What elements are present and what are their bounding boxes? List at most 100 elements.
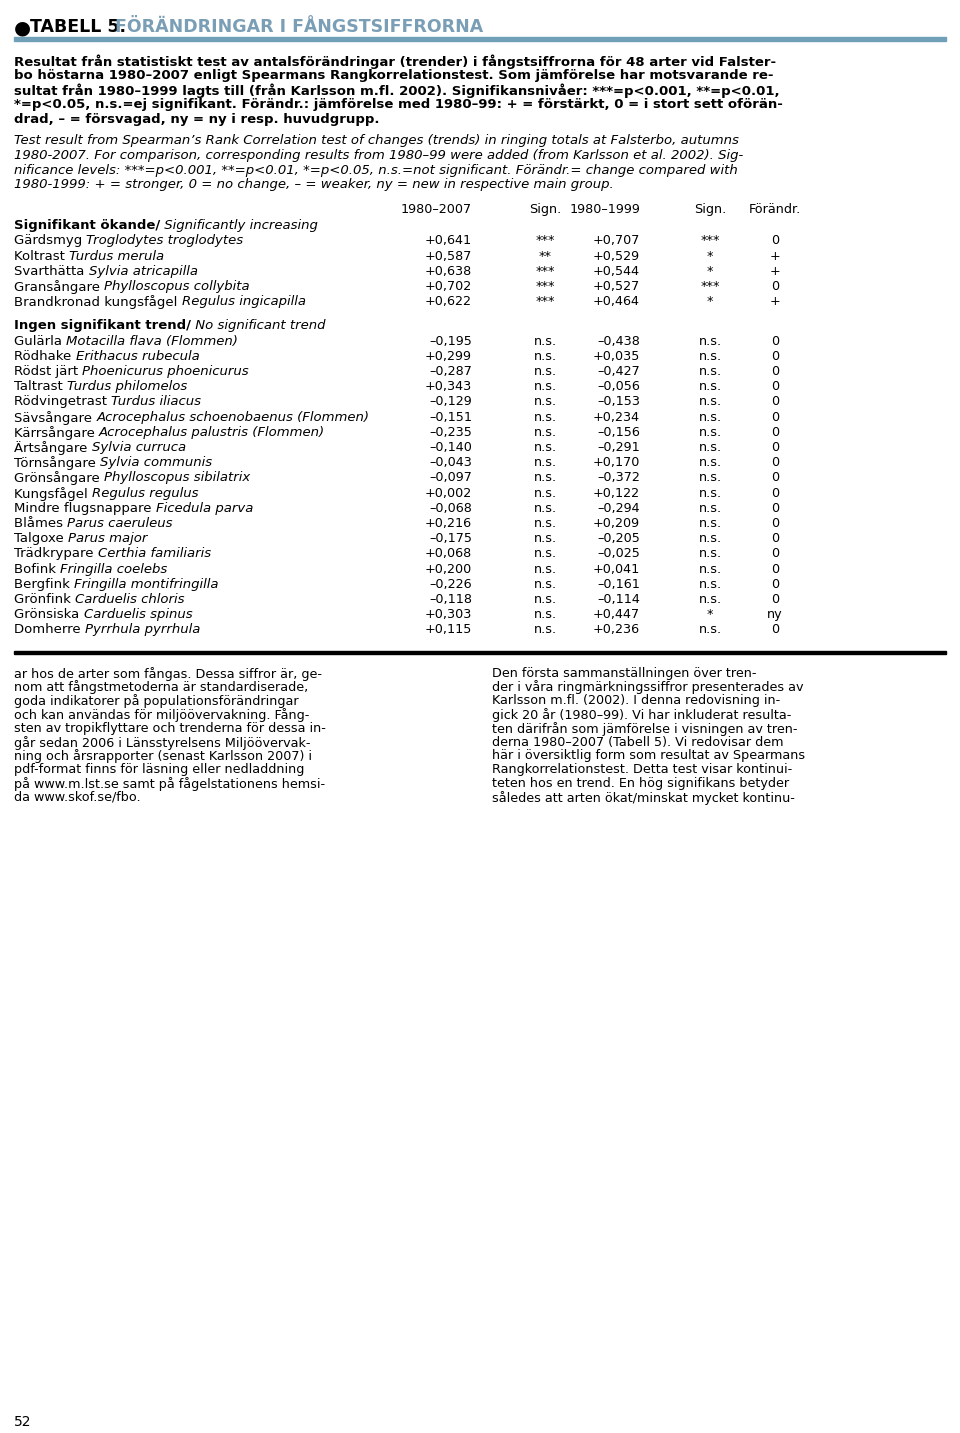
Text: –0,175: –0,175 [429, 532, 472, 545]
Text: n.s.: n.s. [699, 517, 722, 530]
Text: Bergfink: Bergfink [14, 577, 74, 590]
Text: +0,343: +0,343 [424, 380, 472, 393]
Text: –0,043: –0,043 [429, 456, 472, 469]
Text: –0,140: –0,140 [429, 441, 472, 454]
Text: n.s.: n.s. [699, 334, 722, 348]
Text: Turdus philomelos: Turdus philomelos [67, 380, 187, 393]
Text: +0,702: +0,702 [424, 279, 472, 292]
Text: drad, – = försvagad, ny = ny i resp. huvudgrupp.: drad, – = försvagad, ny = ny i resp. huv… [14, 113, 379, 126]
Text: Ärtsångare: Ärtsångare [14, 441, 91, 454]
Text: +0,035: +0,035 [592, 350, 640, 363]
Text: n.s.: n.s. [699, 365, 722, 378]
Text: Blåmes: Blåmes [14, 517, 67, 530]
Text: 0: 0 [771, 396, 780, 408]
Text: n.s.: n.s. [534, 334, 557, 348]
Text: n.s.: n.s. [534, 532, 557, 545]
Text: ***: *** [700, 279, 720, 292]
Text: Kungsfågel: Kungsfågel [14, 487, 92, 500]
Text: Phylloscopus collybita: Phylloscopus collybita [105, 279, 250, 292]
Text: Regulus regulus: Regulus regulus [92, 487, 199, 500]
Text: *: * [707, 249, 713, 262]
Text: +0,587: +0,587 [424, 249, 472, 262]
Text: 0: 0 [771, 235, 780, 248]
Text: 0: 0 [771, 532, 780, 545]
Text: 0: 0 [771, 279, 780, 292]
Text: pdf-format finns för läsning eller nedladdning: pdf-format finns för läsning eller nedla… [14, 764, 304, 777]
Text: nom att fångstmetoderna är standardiserade,: nom att fångstmetoderna är standardisera… [14, 681, 308, 695]
Text: n.s.: n.s. [699, 426, 722, 438]
Text: n.s.: n.s. [534, 547, 557, 560]
Text: således att arten ökat/minskat mycket kontinu-: således att arten ökat/minskat mycket ko… [492, 791, 795, 805]
Text: Fringilla coelebs: Fringilla coelebs [60, 563, 167, 576]
Text: n.s.: n.s. [699, 411, 722, 424]
Text: n.s.: n.s. [699, 593, 722, 606]
Text: n.s.: n.s. [534, 593, 557, 606]
Text: +0,464: +0,464 [593, 295, 640, 308]
Bar [14, 651, 946, 653]
Text: n.s.: n.s. [534, 411, 557, 424]
Text: –0,025: –0,025 [597, 547, 640, 560]
Text: –0,427: –0,427 [597, 365, 640, 378]
Text: 0: 0 [771, 623, 780, 636]
Text: 0: 0 [771, 441, 780, 454]
Text: Signifikant ökande/: Signifikant ökande/ [14, 219, 160, 232]
Text: n.s.: n.s. [534, 471, 557, 484]
Text: 0: 0 [771, 350, 780, 363]
Text: n.s.: n.s. [699, 441, 722, 454]
Text: +0,544: +0,544 [593, 265, 640, 278]
Text: *: * [707, 295, 713, 308]
Text: 1980-1999: + = stronger, 0 = no change, – = weaker, ny = new in respective main : 1980-1999: + = stronger, 0 = no change, … [14, 178, 613, 192]
Text: 1980–1999: 1980–1999 [569, 203, 640, 216]
Text: –0,161: –0,161 [597, 577, 640, 590]
Text: Rödhake: Rödhake [14, 350, 76, 363]
Text: Ingen signifikant trend/: Ingen signifikant trend/ [14, 320, 191, 332]
Text: derna 1980–2007 (Tabell 5). Vi redovisar dem: derna 1980–2007 (Tabell 5). Vi redovisar… [492, 735, 783, 748]
Text: sultat från 1980–1999 lagts till (från Karlsson m.fl. 2002). Signifikansnivåer: : sultat från 1980–1999 lagts till (från K… [14, 83, 780, 99]
Text: går sedan 2006 i Länsstyrelsens Miljöövervak-: går sedan 2006 i Länsstyrelsens Miljööve… [14, 735, 310, 749]
Text: +0,115: +0,115 [424, 623, 472, 636]
Text: n.s.: n.s. [699, 380, 722, 393]
Text: –0,195: –0,195 [429, 334, 472, 348]
Text: n.s.: n.s. [534, 577, 557, 590]
Text: Erithacus rubecula: Erithacus rubecula [76, 350, 200, 363]
Text: Svarthätta: Svarthätta [14, 265, 88, 278]
Text: +0,529: +0,529 [593, 249, 640, 262]
Text: och kan användas för miljöövervakning. Fång-: och kan användas för miljöövervakning. F… [14, 708, 309, 722]
Text: +0,299: +0,299 [425, 350, 472, 363]
Text: Kärrsångare: Kärrsångare [14, 426, 99, 440]
Text: Törnsångare: Törnsångare [14, 456, 100, 470]
Bar [14, 36, 946, 42]
Text: n.s.: n.s. [534, 350, 557, 363]
Text: Mindre flugsnappare: Mindre flugsnappare [14, 502, 156, 514]
Text: Motacilla flava (Flommen): Motacilla flava (Flommen) [66, 334, 238, 348]
Text: 0: 0 [771, 577, 780, 590]
Text: 0: 0 [771, 380, 780, 393]
Text: ***: *** [536, 295, 555, 308]
Text: ar hos de arter som fångas. Dessa siffror är, ge-: ar hos de arter som fångas. Dessa siffro… [14, 666, 322, 681]
Text: 1980-2007. For comparison, corresponding results from 1980–99 were added (from K: 1980-2007. For comparison, corresponding… [14, 149, 743, 162]
Text: n.s.: n.s. [534, 517, 557, 530]
Text: No significant trend: No significant trend [191, 320, 325, 332]
Text: 0: 0 [771, 471, 780, 484]
Text: der i våra ringmärkningssiffror presenterades av: der i våra ringmärkningssiffror presente… [492, 681, 804, 695]
Text: +0,234: +0,234 [593, 411, 640, 424]
Text: 52: 52 [14, 1414, 32, 1429]
Text: +0,122: +0,122 [593, 487, 640, 500]
Text: ***: *** [536, 265, 555, 278]
Text: +0,707: +0,707 [592, 235, 640, 248]
Text: Den första sammanställningen över tren-: Den första sammanställningen över tren- [492, 666, 756, 679]
Text: Sylvia atricapilla: Sylvia atricapilla [88, 265, 198, 278]
Text: **: ** [539, 249, 551, 262]
Text: 0: 0 [771, 517, 780, 530]
Text: +0,216: +0,216 [425, 517, 472, 530]
Text: n.s.: n.s. [534, 396, 557, 408]
Text: *=p<0.05, n.s.=ej signifikant. Förändr.: jämförelse med 1980–99: + = förstärkt, : *=p<0.05, n.s.=ej signifikant. Förändr.:… [14, 99, 782, 112]
Text: *: * [707, 265, 713, 278]
Text: Talgoxe: Talgoxe [14, 532, 68, 545]
Text: ***: *** [536, 279, 555, 292]
Text: Certhia familiaris: Certhia familiaris [98, 547, 211, 560]
Text: +0,622: +0,622 [425, 295, 472, 308]
Text: n.s.: n.s. [534, 426, 557, 438]
Text: n.s.: n.s. [534, 380, 557, 393]
Text: –0,226: –0,226 [429, 577, 472, 590]
